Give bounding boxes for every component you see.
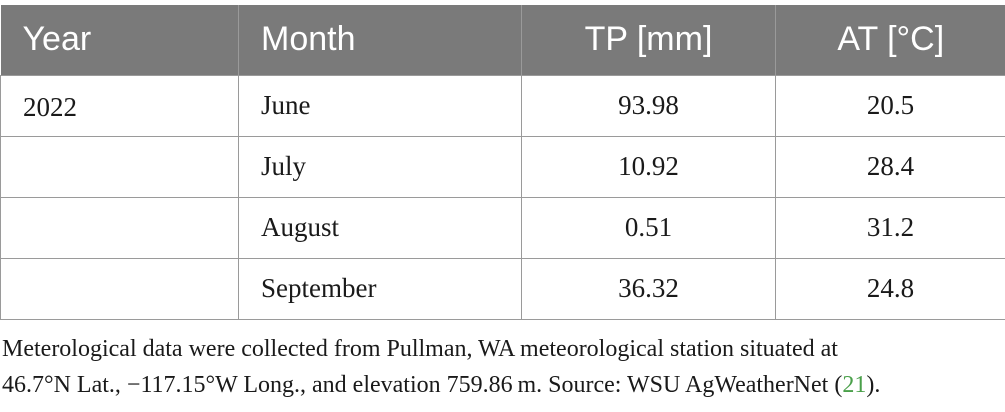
- month-cell: June: [238, 74, 522, 137]
- year-cell: [0, 135, 239, 198]
- footnote-text: 46.7°N Lat., −117.15°W Long., and elevat…: [2, 372, 843, 398]
- footnote-text-end: ).: [866, 372, 881, 398]
- header-year: Year: [0, 5, 239, 75]
- at-cell: 24.8: [775, 257, 1005, 320]
- table-row: September 36.32 24.8: [0, 257, 1005, 320]
- tp-cell: 0.51: [521, 196, 776, 259]
- year-cell: [0, 257, 239, 320]
- year-cell: 2022: [0, 74, 239, 137]
- month-cell: August: [238, 196, 522, 259]
- table-footnote: Meterological data were collected from P…: [2, 331, 1002, 403]
- tp-cell: 93.98: [521, 74, 776, 137]
- month-cell: July: [238, 135, 522, 198]
- header-at: AT [°C]: [775, 5, 1005, 75]
- at-cell: 31.2: [775, 196, 1005, 259]
- header-tp: TP [mm]: [521, 5, 776, 75]
- table-row: 2022 June 93.98 20.5: [0, 74, 1005, 137]
- reference-link[interactable]: 21: [842, 372, 867, 398]
- at-cell: 20.5: [775, 74, 1005, 137]
- table-header-row: Year Month TP [mm] AT [°C]: [0, 5, 1005, 75]
- at-cell: 28.4: [775, 135, 1005, 198]
- year-cell: [0, 196, 239, 259]
- table-row: August 0.51 31.2: [0, 196, 1005, 259]
- footnote-line-1: Meterological data were collected from P…: [2, 336, 838, 362]
- tp-cell: 10.92: [521, 135, 776, 198]
- weather-table: Year Month TP [mm] AT [°C] 2022 June 93.…: [0, 5, 1005, 320]
- header-month: Month: [238, 5, 522, 75]
- table-row: July 10.92 28.4: [0, 135, 1005, 198]
- tp-cell: 36.32: [521, 257, 776, 320]
- month-cell: September: [238, 257, 522, 320]
- footnote-line-2: 46.7°N Lat., −117.15°W Long., and elevat…: [2, 367, 1002, 403]
- weather-table-container: Year Month TP [mm] AT [°C] 2022 June 93.…: [0, 5, 1005, 320]
